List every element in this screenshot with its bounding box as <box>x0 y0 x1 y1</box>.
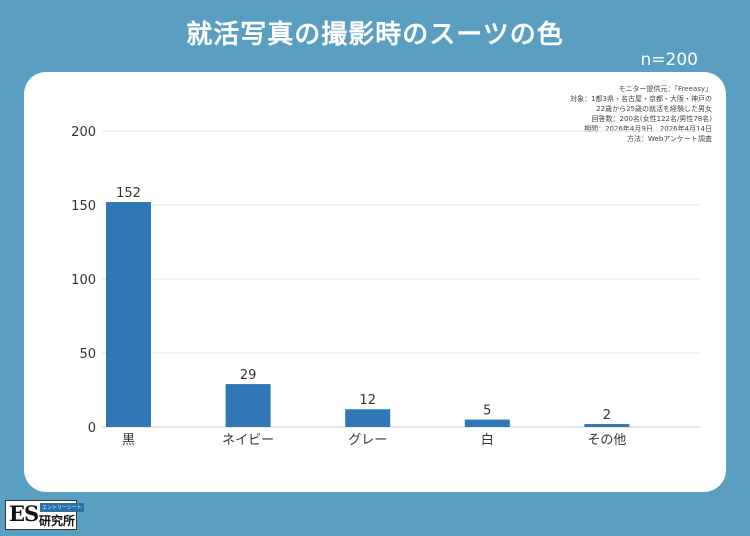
bar <box>464 419 510 427</box>
data-label: 12 <box>359 393 376 408</box>
x-tick-label: ネイビー <box>222 433 274 448</box>
logo-tagline: エントリーシート <box>40 503 84 512</box>
y-tick-label: 200 <box>71 125 96 140</box>
es-lab-logo: ES エントリーシート 研究所 <box>5 500 84 530</box>
bar <box>225 384 271 427</box>
chart-card: モニター提供元：「Freeasy」 対象：1都3県・名古屋・京都・大阪・神戸の … <box>24 72 726 492</box>
x-tick-label: 黒 <box>122 433 135 448</box>
logo-mark: ES <box>9 501 39 526</box>
survey-note: 期間：2026年4月9日 2026年4月14日 <box>584 125 712 133</box>
logo-name: 研究所 <box>39 514 76 528</box>
survey-note: 方法：Webアンケート調査 <box>627 135 712 143</box>
chart-title: 就活写真の撮影時のスーツの色 <box>186 20 564 50</box>
data-label: 29 <box>240 368 257 383</box>
bar <box>345 409 391 427</box>
data-label: 2 <box>603 408 611 423</box>
x-tick-label: グレー <box>348 433 387 448</box>
y-tick-label: 0 <box>88 421 96 436</box>
y-tick-label: 50 <box>79 347 96 362</box>
bar <box>584 424 630 427</box>
sample-size: n=200 <box>640 50 698 70</box>
survey-note: 22歳から25歳の就活を経験した男女 <box>596 105 712 113</box>
x-tick-label: その他 <box>587 433 626 448</box>
survey-note: 対象：1都3県・名古屋・京都・大阪・神戸の <box>570 95 712 103</box>
data-label: 5 <box>483 404 491 419</box>
bar-chart: 0 50 100 150 200 152 黒 29 ネイビー 12 グレー 5 白 2 その他 <box>71 125 700 448</box>
survey-notes: モニター提供元：「Freeasy」 対象：1都3県・名古屋・京都・大阪・神戸の … <box>570 84 712 144</box>
x-tick-label: 白 <box>481 432 494 448</box>
y-tick-label: 100 <box>71 273 96 288</box>
survey-note: 回答数：200名(女性122名/男性78名) <box>591 115 712 123</box>
data-label: 152 <box>116 186 141 201</box>
bar <box>106 202 151 427</box>
y-tick-label: 150 <box>71 199 96 214</box>
survey-note: モニター提供元：「Freeasy」 <box>618 85 712 93</box>
